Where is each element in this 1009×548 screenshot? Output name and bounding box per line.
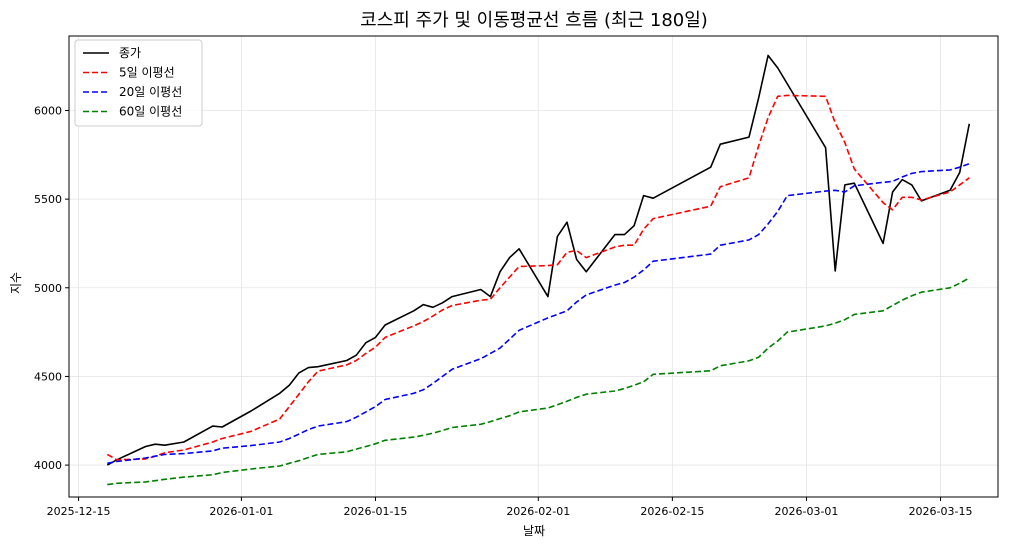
x-tick-label: 2026-01-15 — [344, 505, 408, 518]
y-axis: 4000 4500 5000 5500 6000 — [34, 104, 69, 472]
legend-label-0: 종가 — [119, 46, 141, 60]
legend: 종가 5일 이평선 20일 이평선 60일 이평선 — [74, 39, 203, 127]
chart-title: 코스피 주가 및 이동평균선 흐름 (최근 180일) — [360, 10, 708, 31]
y-tick-label: 5500 — [34, 193, 62, 206]
x-axis-label: 날짜 — [523, 524, 545, 538]
series-line-3 — [107, 277, 970, 486]
series-layer — [106, 54, 971, 486]
plot-frame — [68, 35, 999, 498]
legend-label-2: 20일 이평선 — [119, 85, 182, 99]
x-axis: 2025-12-15 2026-01-01 2026-01-15 2026-02-01… — [47, 497, 973, 518]
x-tick-label: 2025-12-15 — [47, 505, 111, 518]
series-line-1 — [106, 94, 970, 461]
y-tick-label: 5000 — [34, 282, 62, 295]
y-tick-label: 4000 — [34, 459, 62, 472]
y-tick-label: 6000 — [34, 104, 62, 117]
x-tick-label: 2026-02-15 — [640, 505, 704, 518]
legend-label-3: 60일 이평선 — [119, 105, 182, 119]
x-tick-label: 2026-01-01 — [209, 505, 273, 518]
series-line-0 — [106, 54, 971, 466]
legend-box — [74, 39, 203, 127]
legend-label-1: 5일 이평선 — [119, 66, 175, 80]
y-tick-label: 4500 — [34, 370, 62, 383]
y-axis-label: 지수 — [9, 272, 23, 294]
grid — [69, 36, 998, 497]
x-tick-label: 2026-03-15 — [909, 505, 973, 518]
x-tick-label: 2026-03-01 — [774, 505, 838, 518]
x-tick-label: 2026-02-01 — [506, 505, 570, 518]
